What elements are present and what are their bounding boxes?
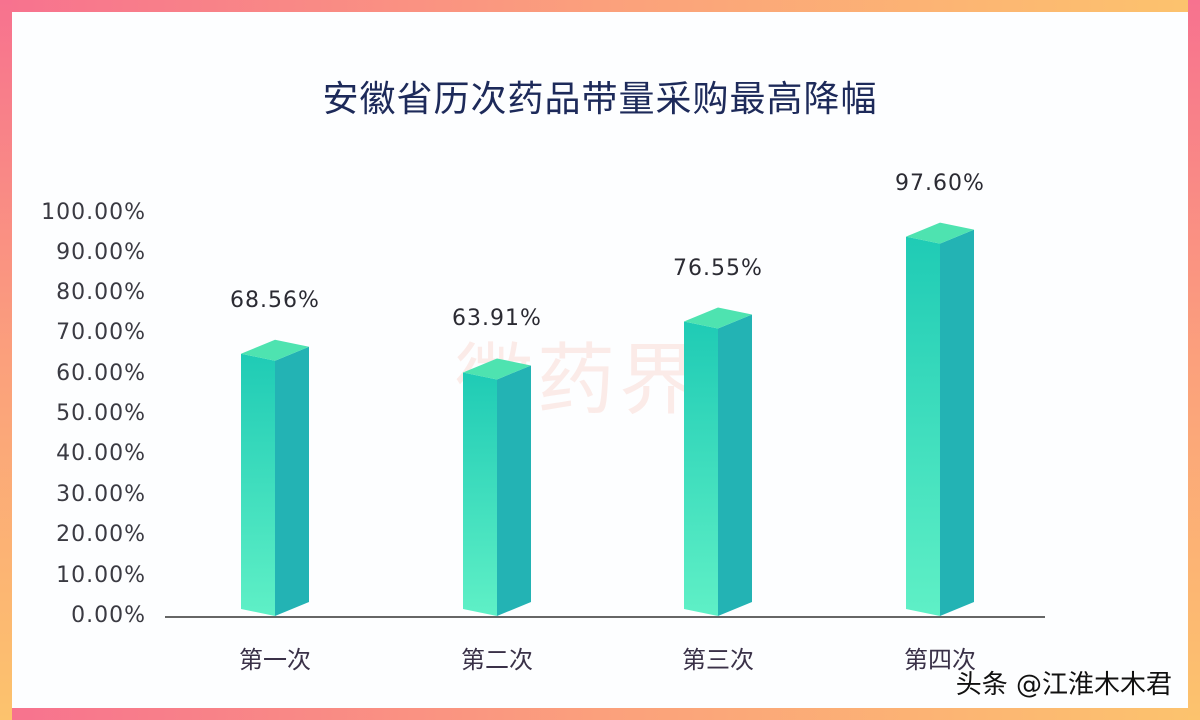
- y-tick: 90.00%: [56, 240, 146, 265]
- bar-1: [241, 339, 309, 616]
- y-tick: 40.00%: [56, 441, 146, 466]
- value-label: 63.91%: [452, 306, 542, 332]
- x-tick: 第一次: [239, 646, 311, 674]
- y-tick: 50.00%: [56, 401, 146, 426]
- x-axis-line: [165, 616, 1045, 618]
- y-tick: 20.00%: [56, 522, 146, 547]
- frame-left: [0, 0, 12, 720]
- y-tick: 0.00%: [71, 603, 146, 628]
- frame-top: [0, 0, 1200, 12]
- y-tick: 30.00%: [56, 482, 146, 507]
- bar-3: [684, 307, 752, 616]
- y-tick: 10.00%: [56, 563, 146, 588]
- x-tick: 第二次: [461, 646, 533, 674]
- frame-bottom: [0, 708, 1200, 720]
- x-tick: 第三次: [682, 646, 754, 674]
- y-tick: 70.00%: [56, 320, 146, 345]
- y-tick: 60.00%: [56, 361, 146, 386]
- frame-right: [1188, 0, 1200, 720]
- x-tick: 第四次: [904, 646, 976, 674]
- y-tick: 80.00%: [56, 280, 146, 305]
- source-credit: 头条 @江淮木木君: [955, 670, 1172, 700]
- value-label: 68.56%: [230, 287, 320, 313]
- chart-title: 安徽省历次药品带量采购最高降幅: [322, 79, 878, 120]
- bar-4: [906, 222, 974, 616]
- chart-canvas: [12, 12, 1188, 708]
- value-label: 97.60%: [895, 170, 985, 196]
- y-tick: 100.00%: [41, 200, 146, 225]
- value-label: 76.55%: [673, 255, 763, 281]
- bar-2: [463, 358, 531, 616]
